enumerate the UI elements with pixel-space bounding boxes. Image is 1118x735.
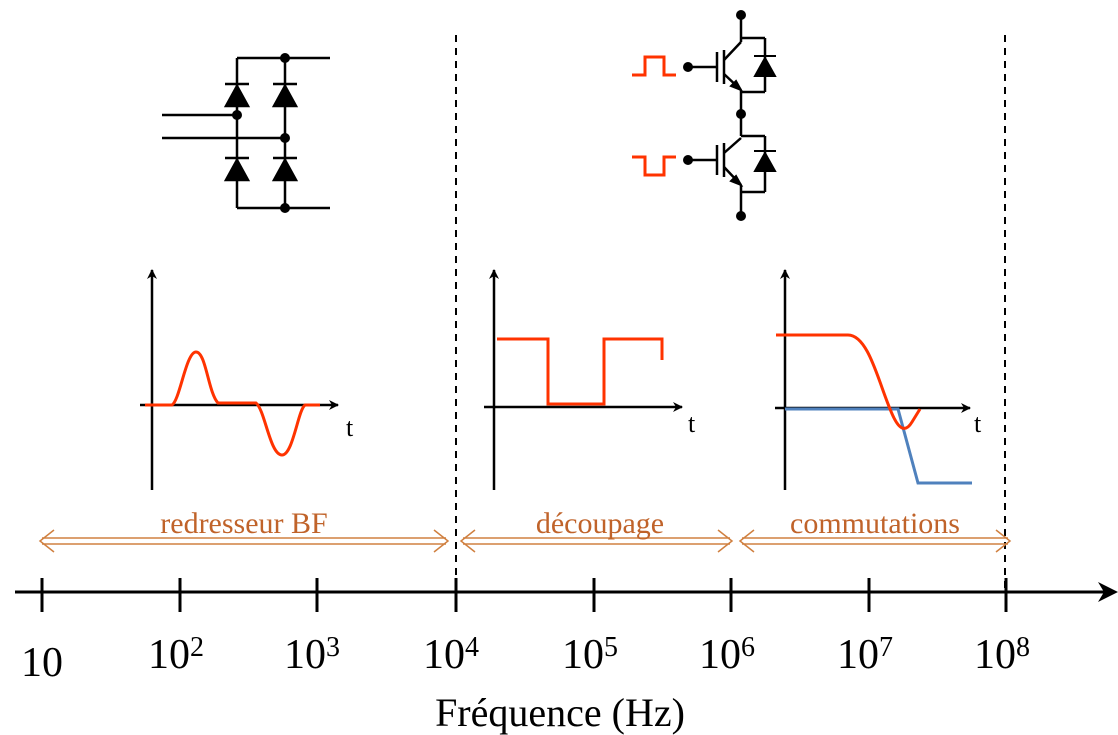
tick-label-3: 103 xyxy=(284,632,340,678)
diode-bridge-icon xyxy=(162,53,330,213)
time-axis-label: t xyxy=(688,409,696,438)
range-label-commutations: commutations xyxy=(790,507,960,540)
time-axis-label: t xyxy=(974,409,982,438)
tick-label-2: 102 xyxy=(148,632,204,678)
waveform-recovery: t xyxy=(140,269,354,490)
frequency-axis xyxy=(15,578,1118,612)
tick-label-7: 107 xyxy=(837,632,893,678)
range-arrow-redresseur xyxy=(38,529,450,553)
range-label-redresseur: redresseur BF xyxy=(160,507,327,540)
axis-title: Fréquence (Hz) xyxy=(435,690,685,735)
tick-label-1: 10 xyxy=(21,640,63,686)
waveform-square: t xyxy=(484,269,696,490)
waveform-red-curve xyxy=(776,333,922,430)
igbt-half-bridge-icon xyxy=(632,10,777,221)
time-axis-label: t xyxy=(346,413,354,442)
waveform-blue-curve xyxy=(785,407,972,485)
tick-label-5: 105 xyxy=(562,632,618,678)
range-label-decoupage: découpage xyxy=(536,507,664,540)
waveform-curve xyxy=(145,350,320,457)
tick-label-6: 106 xyxy=(699,632,755,678)
waveform-curve xyxy=(497,337,664,406)
range-arrow-decoupage xyxy=(459,529,734,553)
gate-signal-low xyxy=(632,155,676,177)
waveform-commutation: t xyxy=(775,269,982,490)
tick-label-8: 108 xyxy=(974,632,1030,678)
range-arrow-commutations xyxy=(738,529,1012,553)
gate-signal-high xyxy=(632,55,676,77)
tick-label-4: 104 xyxy=(423,632,479,678)
